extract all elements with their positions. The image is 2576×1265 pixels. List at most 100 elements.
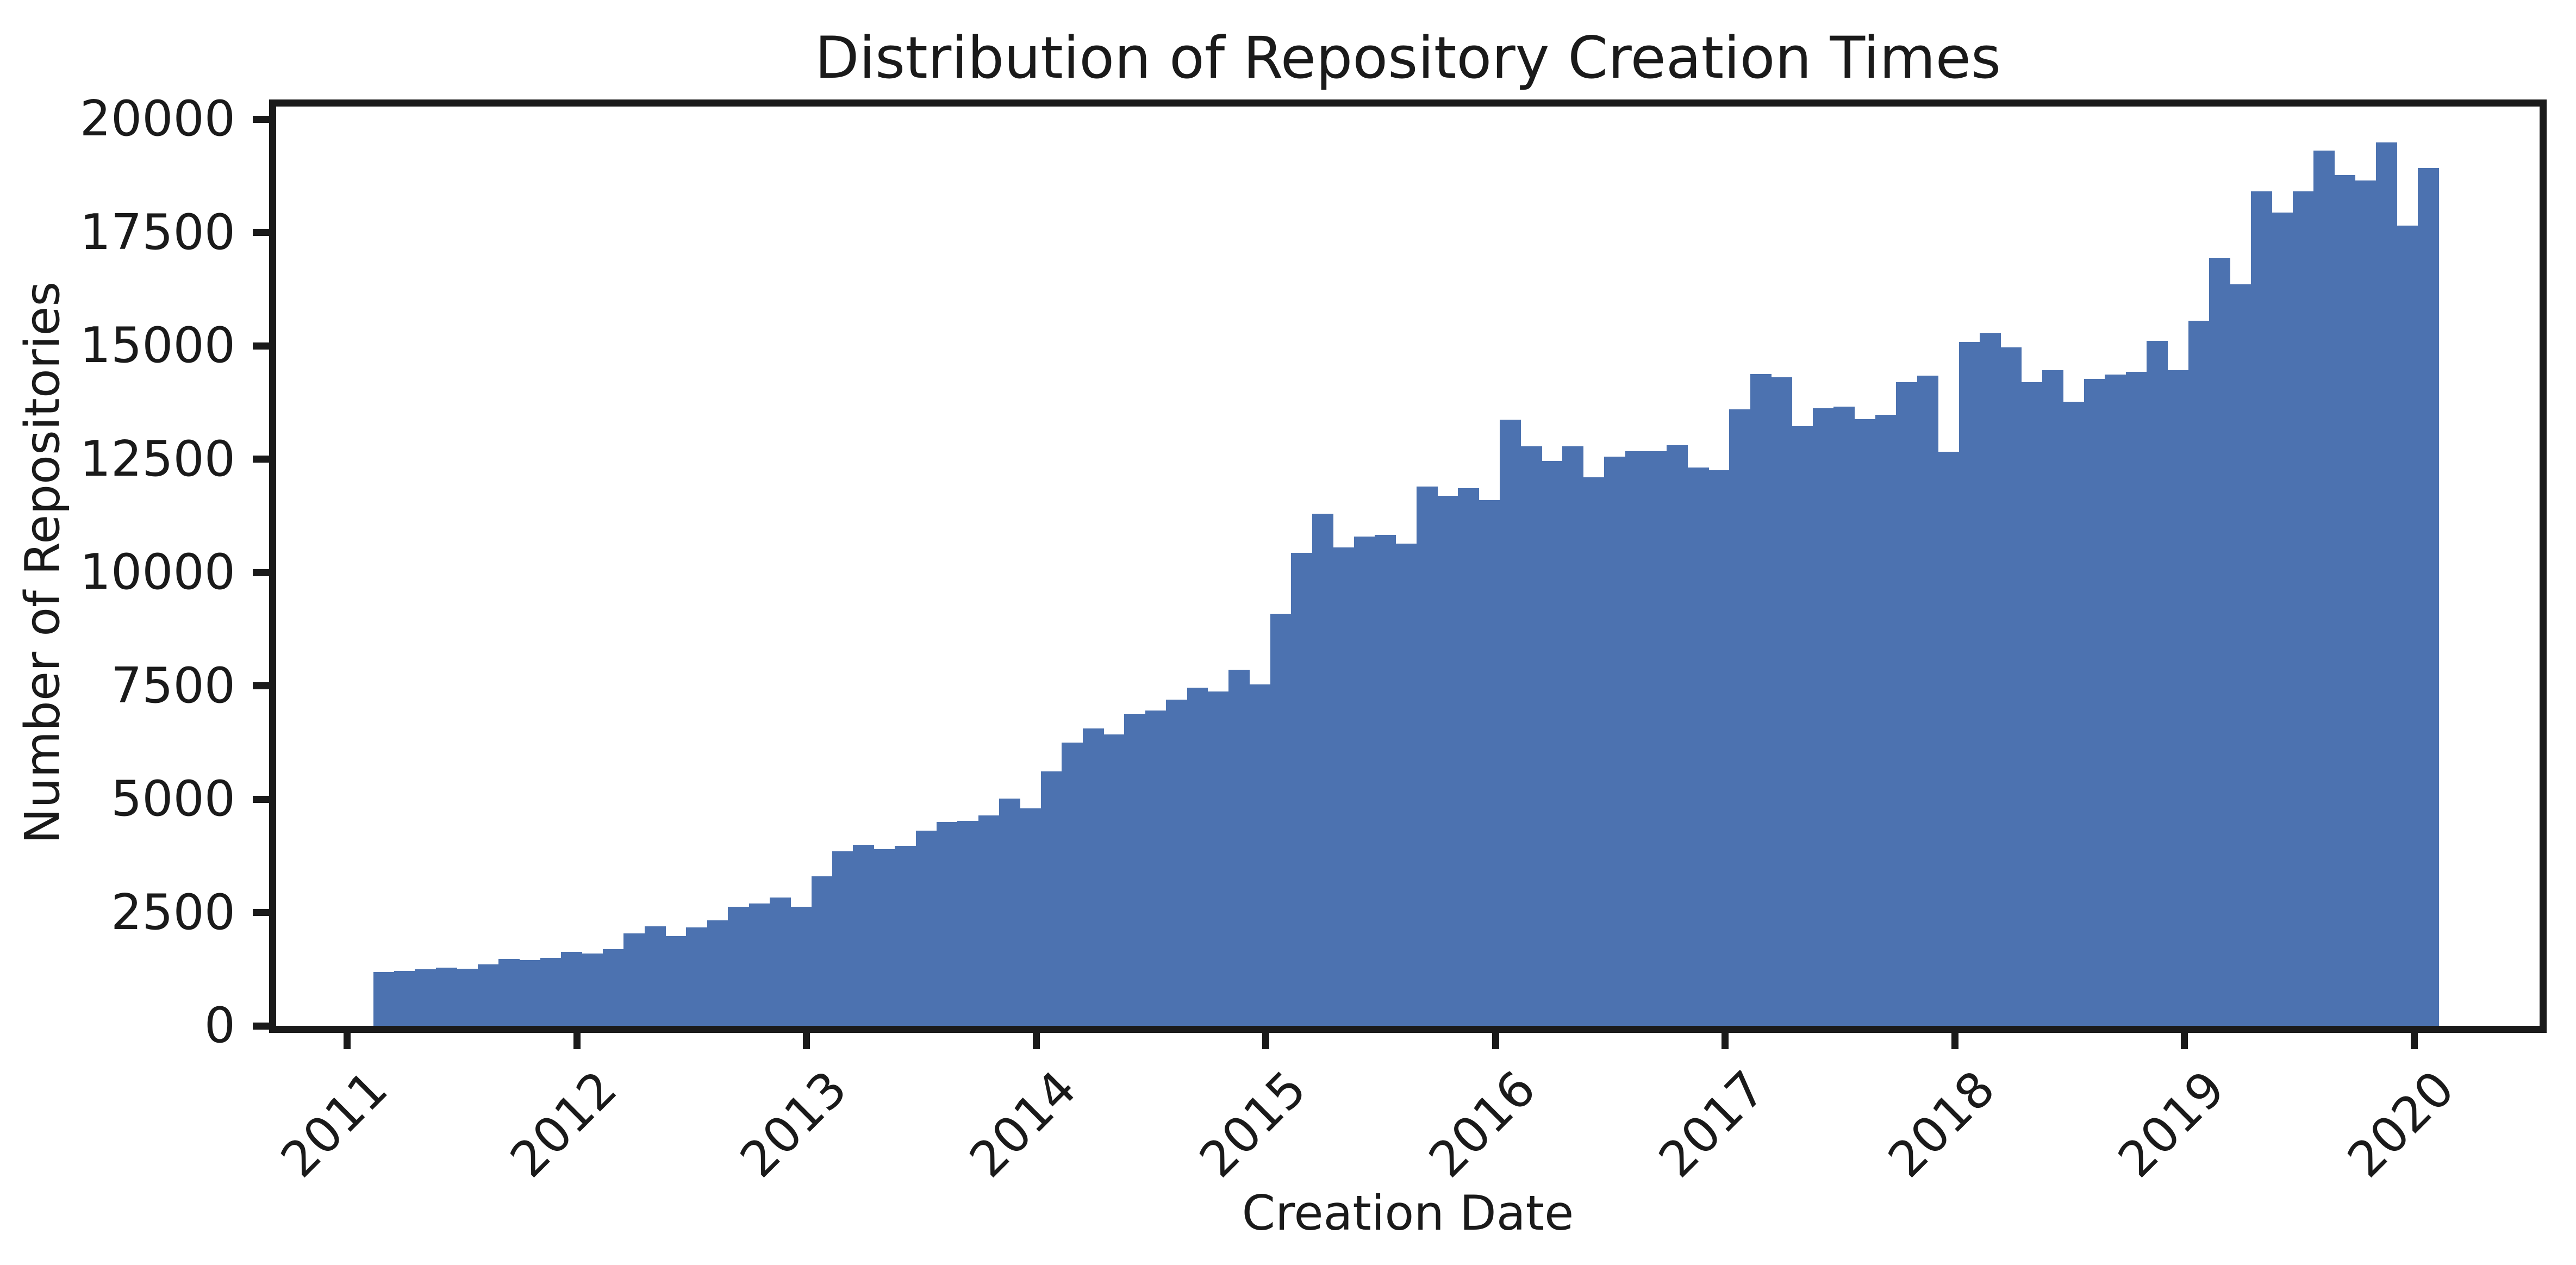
plot-area (269, 99, 2547, 1033)
y-tick-mark (253, 682, 269, 689)
histogram-bar (1040, 771, 1062, 1026)
histogram-bar (686, 927, 708, 1026)
y-tick-mark (253, 795, 269, 803)
x-tick-mark (2410, 1033, 2418, 1049)
histogram-bar (1938, 452, 1960, 1026)
histogram-bar (2397, 226, 2418, 1026)
histogram-bar (623, 933, 645, 1026)
histogram-bar (1166, 699, 1188, 1026)
histogram-bar (1479, 500, 1500, 1026)
x-axis-label: Creation Date (1242, 1185, 1574, 1241)
histogram-bar (728, 906, 750, 1026)
y-tick-label: 15000 (79, 317, 235, 374)
histogram-bar (957, 821, 979, 1026)
histogram-bar (769, 897, 791, 1026)
histogram-bar (1812, 408, 1834, 1026)
histogram-bar (2334, 175, 2356, 1026)
histogram-bar (2188, 321, 2210, 1026)
histogram-bar (1979, 333, 2001, 1026)
y-tick-mark (253, 456, 269, 463)
histogram-bar (498, 958, 520, 1026)
histogram-bar (2230, 284, 2251, 1026)
histogram-bar (1395, 544, 1417, 1026)
histogram-bar (1687, 467, 1709, 1026)
histogram-bar (1792, 426, 1813, 1026)
histogram-bar (2417, 168, 2439, 1026)
y-tick-mark (253, 569, 269, 576)
histogram-bar (582, 954, 603, 1026)
histogram-bar (2063, 402, 2085, 1026)
histogram-bar (1020, 808, 1041, 1026)
histogram-bar (1082, 728, 1104, 1026)
histogram-bar (1062, 742, 1083, 1026)
chart-title: Distribution of Repository Creation Time… (814, 24, 2001, 91)
histogram-bar (936, 821, 958, 1026)
histogram-bar (2313, 151, 2335, 1026)
histogram-bar (394, 971, 416, 1026)
histogram-bar (540, 957, 562, 1026)
y-tick-mark (253, 909, 269, 916)
histogram-bar (1520, 446, 1542, 1026)
histogram-bar (1103, 734, 1125, 1026)
histogram-bar (853, 845, 875, 1026)
histogram-bar (415, 969, 436, 1026)
histogram-bar (1437, 496, 1459, 1026)
histogram-bar (1374, 534, 1396, 1026)
histogram-bar (1354, 537, 1375, 1026)
histogram-bar (978, 815, 1000, 1026)
y-tick-mark (253, 115, 269, 123)
x-tick-mark (2181, 1033, 2188, 1049)
histogram-bar (1729, 409, 1751, 1026)
histogram-bar (1249, 684, 1271, 1026)
histogram-bar (519, 960, 541, 1026)
histogram-bar (832, 851, 854, 1026)
histogram-bar (895, 845, 916, 1026)
histogram-bar (999, 798, 1021, 1026)
histogram-bar (1896, 382, 1918, 1026)
x-tick-mark (573, 1033, 581, 1049)
histogram-bar (2272, 212, 2293, 1026)
histogram-bar (665, 936, 687, 1026)
y-tick-label: 12500 (79, 430, 235, 488)
histogram-bar (1667, 445, 1688, 1026)
y-tick-label: 10000 (79, 544, 235, 601)
histogram-bar (1145, 711, 1167, 1026)
histogram-bar (435, 968, 457, 1026)
y-tick-label: 20000 (79, 90, 235, 147)
histogram-bar (1833, 406, 1855, 1026)
histogram-bar (1291, 553, 1313, 1026)
histogram-bar (561, 952, 583, 1026)
x-tick-mark (1032, 1033, 1040, 1049)
histogram-bar (1187, 687, 1208, 1026)
y-tick-label: 2500 (110, 883, 235, 941)
x-tick-mark (1262, 1033, 1270, 1049)
histogram-bar (707, 920, 728, 1026)
histogram-bar (790, 906, 812, 1026)
histogram-bar (644, 926, 666, 1026)
x-tick-mark (344, 1033, 351, 1049)
histogram-bar (2250, 191, 2272, 1026)
histogram-bar (1541, 460, 1563, 1026)
histogram-bar (2292, 191, 2314, 1026)
histogram-bar (1583, 477, 1605, 1026)
histogram-bar (1416, 486, 1438, 1026)
histogram-bar (1875, 414, 1897, 1026)
histogram-bar (1458, 488, 1480, 1026)
histogram-bar (373, 971, 395, 1026)
histogram-bar (1625, 451, 1646, 1026)
histogram-bar (1312, 514, 1333, 1026)
histogram-bar (1958, 342, 1980, 1026)
histogram-bar (2209, 258, 2231, 1026)
histogram-bar (811, 876, 833, 1026)
x-tick-mark (1722, 1033, 1729, 1049)
histogram-bar (2021, 382, 2043, 1026)
histogram-bar (1500, 419, 1521, 1026)
y-tick-label: 5000 (110, 770, 235, 827)
histogram-bar (749, 903, 770, 1026)
histogram-bar (1771, 377, 1793, 1026)
histogram-bar (1207, 691, 1229, 1026)
histogram-bar (1854, 419, 1876, 1026)
y-tick-mark (253, 229, 269, 236)
histogram-bar (915, 831, 937, 1026)
histogram-bar (1604, 457, 1626, 1026)
